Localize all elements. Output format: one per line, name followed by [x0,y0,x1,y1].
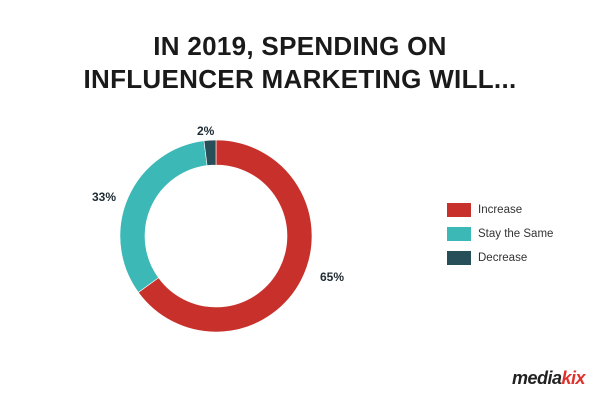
donut-slice-stay-the-same [119,140,208,293]
legend-item-stay-the-same: Stay the Same [447,225,553,243]
mediakix-logo: mediakix [512,368,586,389]
chart-title-line-1: IN 2019, SPENDING ON [153,31,447,61]
slice-label-increase: 65% [320,270,345,284]
legend-swatch-increase [447,203,471,217]
legend-swatch-stay-the-same [447,227,471,241]
legend: Increase Stay the Same Decrease [447,201,553,273]
legend-label-increase: Increase [478,204,523,216]
legend-item-increase: Increase [447,201,553,219]
slice-label-stay-the-same: 33% [92,190,117,204]
slice-label-decrease: 2% [197,124,215,138]
legend-item-decrease: Decrease [447,249,553,267]
donut-slice-decrease [203,139,217,166]
legend-label-decrease: Decrease [478,252,528,264]
chart-title: IN 2019, SPENDING ON INFLUENCER MARKETIN… [0,30,600,96]
legend-swatch-decrease [447,251,471,265]
chart-title-line-2: INFLUENCER MARKETING WILL... [83,64,517,94]
donut-slice-increase [137,139,313,333]
logo-text-accent: kix [561,368,586,388]
legend-label-stay-the-same: Stay the Same [478,228,554,240]
logo-text-main: media [512,368,562,388]
